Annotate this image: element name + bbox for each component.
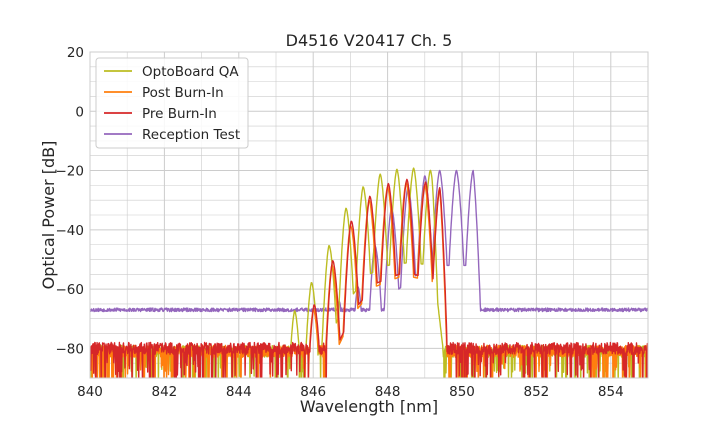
legend-box [95,57,249,149]
legend-label: OptoBoard QA [142,64,239,80]
y-axis-title: Optical Power [dB] [39,141,58,290]
y-tick-label: −80 [56,341,85,357]
x-tick-label: 852 [524,384,550,400]
plot-frame [89,51,649,379]
x-tick-labels: 840 842 844 846 848 850 852 854 [77,384,624,400]
x-tick-label: 844 [226,384,252,400]
x-tick-label: 854 [598,384,624,400]
x-tick-label: 846 [300,384,326,400]
y-tick-label: 20 [67,45,84,61]
x-tick-label: 848 [375,384,401,400]
y-tick-label: −20 [56,164,85,180]
y-tick-labels: 20 0 −20 −40 −60 −80 [56,45,85,357]
x-axis-title: Wavelength [nm] [300,397,438,416]
legend-label: Pre Burn-In [142,106,217,122]
legend-label: Reception Test [142,127,240,143]
series-layer [90,167,648,378]
series-line [90,178,648,378]
x-tick-label: 850 [449,384,475,400]
x-tick-label: 840 [77,384,103,400]
y-tick-label: −60 [56,282,85,298]
legend-label: Post Burn-In [142,85,224,101]
x-tick-label: 842 [152,384,178,400]
chart-title: D4516 V20417 Ch. 5 [286,31,453,50]
y-tick-label: −40 [56,223,85,239]
y-tick-label: 0 [75,104,84,120]
series-line [90,169,648,313]
legend: OptoBoard QA Post Burn-In Pre Burn-In Recep… [95,57,249,149]
